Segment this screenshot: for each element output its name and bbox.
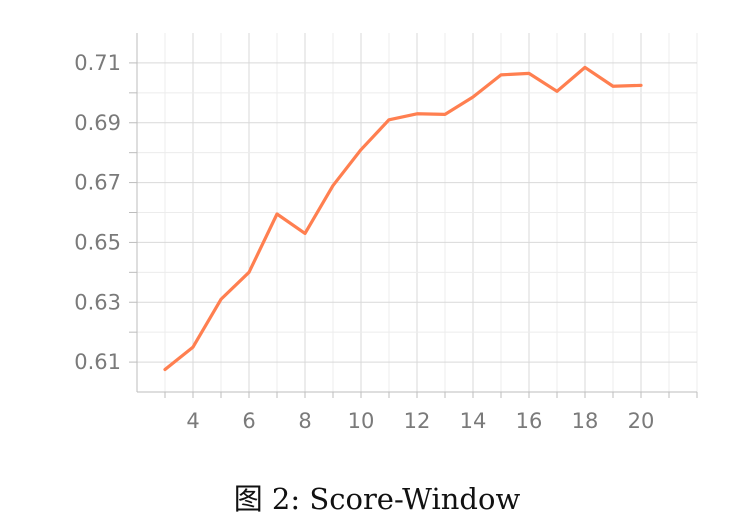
y-tick-label: 0.69 (74, 111, 121, 135)
x-tick-label: 6 (242, 409, 255, 433)
data-point (191, 345, 195, 349)
data-point (275, 212, 279, 216)
data-point (499, 73, 503, 77)
data-point (583, 65, 587, 69)
data-point (387, 118, 391, 122)
data-point (415, 112, 419, 116)
x-tick-label: 8 (298, 409, 311, 433)
data-point (555, 89, 559, 93)
x-tick-label: 18 (572, 409, 599, 433)
score-window-chart: 4 6 8 10 12 14 16 18 20 0.61 0.63 0.65 0.67 0.69 0.71 (74, 33, 698, 433)
x-tick-label: 16 (516, 409, 543, 433)
x-tick-label: 12 (404, 409, 431, 433)
y-tick-label: 0.63 (74, 290, 121, 314)
x-tick-label: 20 (628, 409, 655, 433)
data-point (163, 368, 167, 372)
data-point (471, 95, 475, 99)
data-point (611, 84, 615, 88)
data-point (219, 297, 223, 301)
data-point (443, 112, 447, 116)
y-tick-label: 0.65 (74, 230, 121, 254)
chart-series (163, 65, 643, 372)
x-tick-label: 4 (186, 409, 199, 433)
chart-axes (129, 33, 698, 398)
data-point (331, 184, 335, 188)
data-point (359, 148, 363, 152)
data-point (303, 231, 307, 235)
series-line (163, 65, 643, 372)
data-point (527, 71, 531, 75)
figure-caption: 图 2: Score-Window (233, 482, 521, 516)
data-point (639, 83, 643, 87)
data-point (247, 270, 251, 274)
x-tick-label: 10 (348, 409, 375, 433)
chart-grid (137, 33, 698, 392)
chart-tick-labels: 4 6 8 10 12 14 16 18 20 0.61 0.63 0.65 0.67 0.69 0.71 (74, 51, 654, 433)
y-tick-label: 0.71 (74, 51, 121, 75)
y-tick-label: 0.61 (74, 350, 121, 374)
x-tick-label: 14 (460, 409, 487, 433)
y-tick-label: 0.67 (74, 171, 121, 195)
